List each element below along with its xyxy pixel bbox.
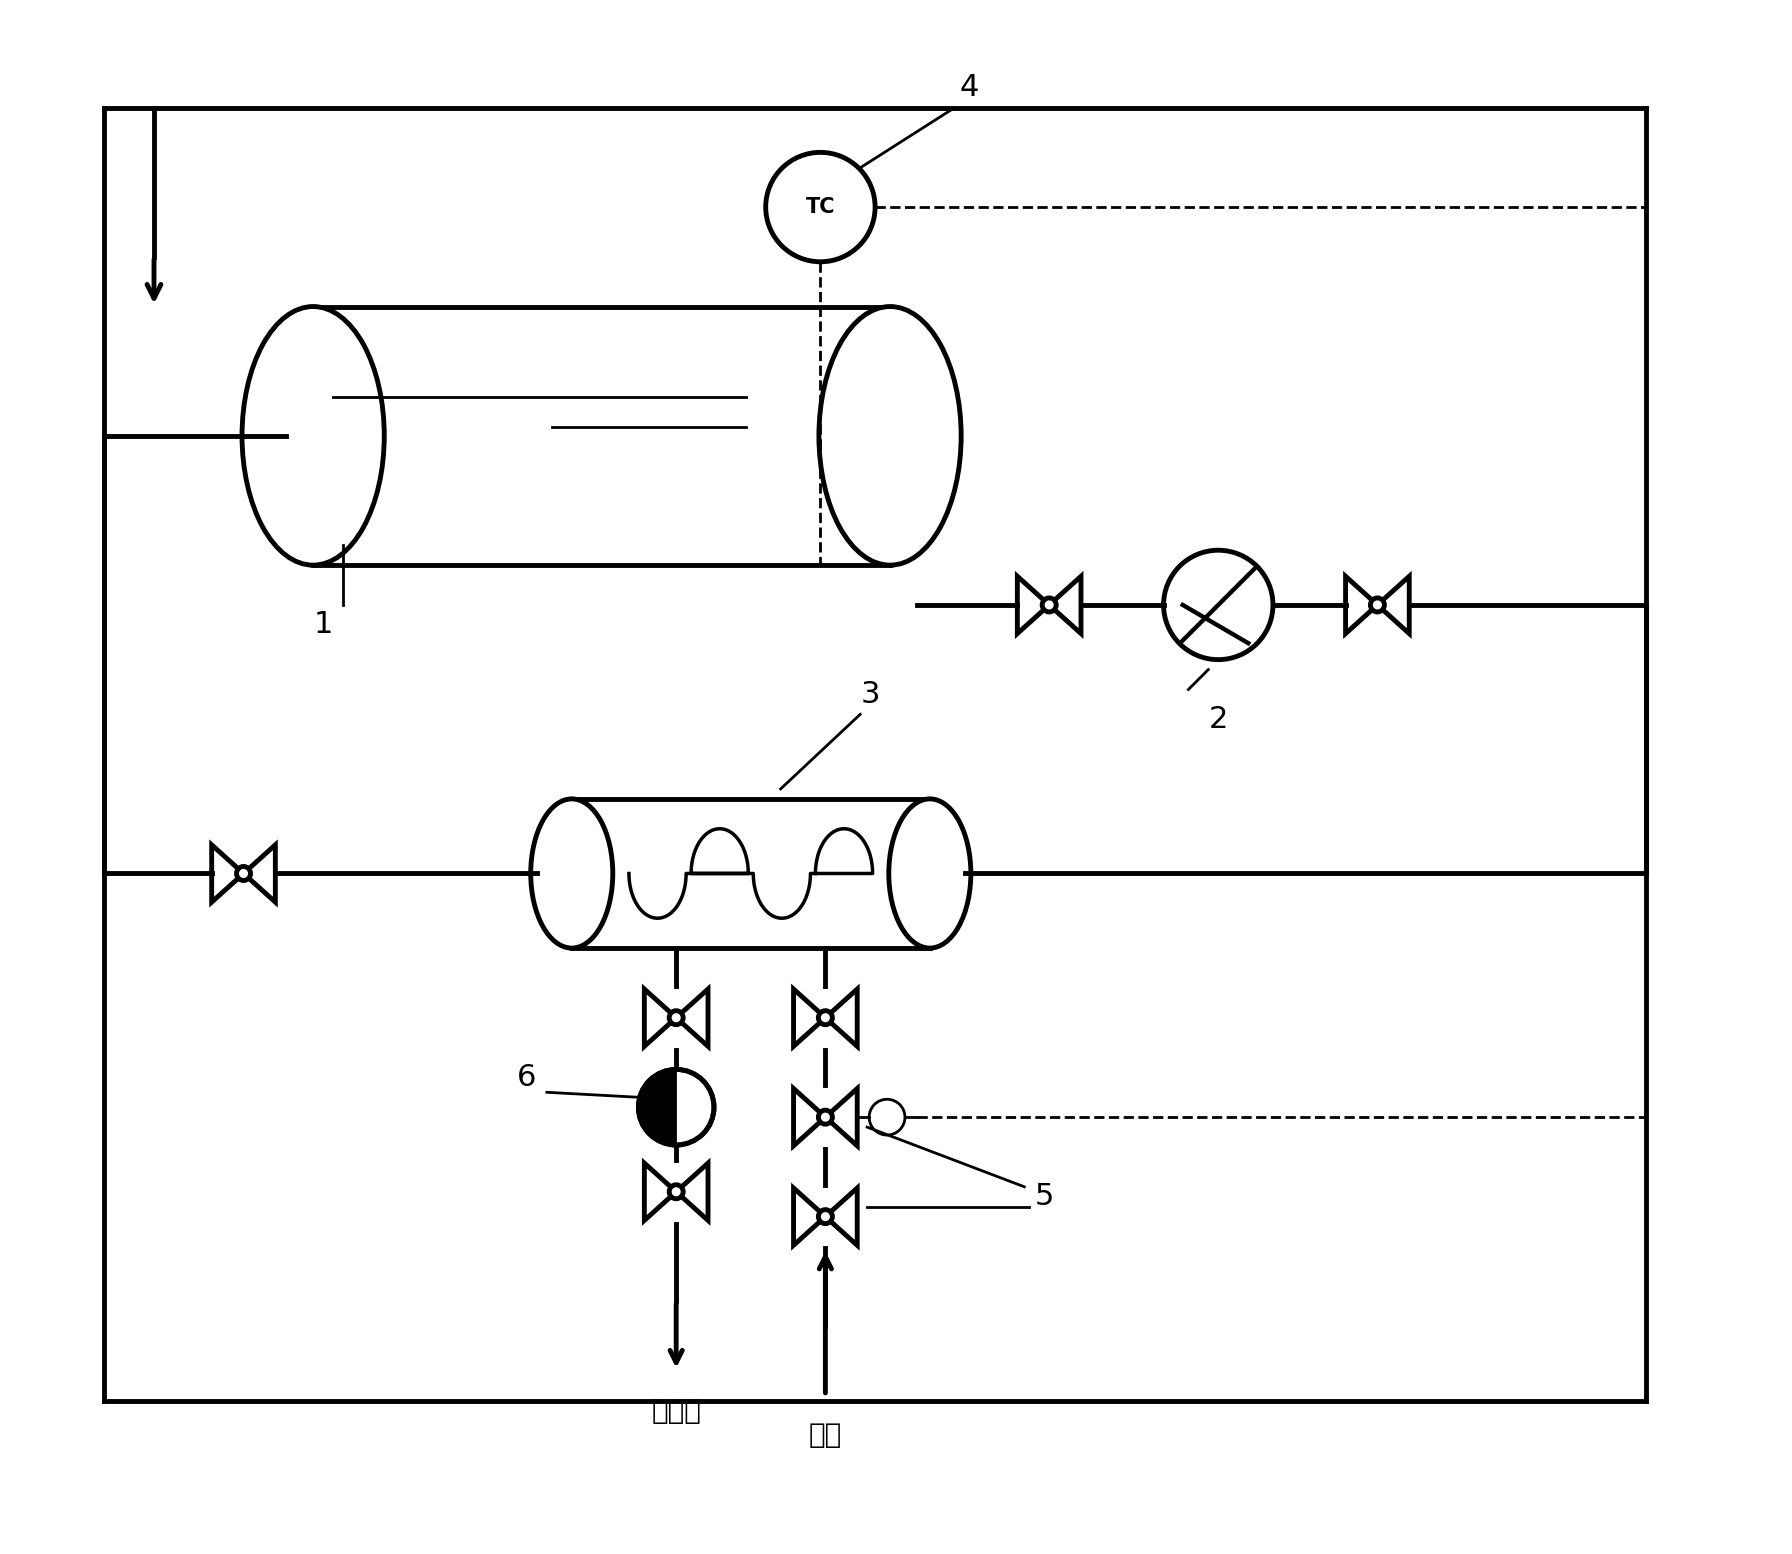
Polygon shape [211,845,244,903]
Text: 冷凝水: 冷凝水 [650,1397,701,1425]
Bar [572,799,930,948]
Circle shape [1371,598,1385,612]
Polygon shape [645,1162,676,1220]
Polygon shape [676,1162,708,1220]
Polygon shape [826,1187,857,1245]
Polygon shape [645,988,676,1046]
Circle shape [1043,598,1055,612]
Text: 3: 3 [860,681,880,709]
Ellipse shape [819,306,961,566]
Circle shape [668,1184,683,1198]
Text: 1: 1 [314,611,333,639]
Bar [314,306,891,566]
Circle shape [237,867,251,881]
Ellipse shape [889,799,971,948]
Polygon shape [826,988,857,1046]
Circle shape [668,1010,683,1024]
Polygon shape [1346,577,1378,634]
Circle shape [869,1099,905,1134]
Text: 6: 6 [518,1063,536,1092]
Polygon shape [1048,577,1081,634]
Circle shape [819,1209,831,1223]
Ellipse shape [242,306,383,566]
Circle shape [819,1110,831,1124]
Circle shape [765,152,874,261]
Text: 蔭汽: 蔭汽 [808,1422,842,1450]
Text: 4: 4 [961,73,978,103]
Polygon shape [794,1088,826,1145]
Polygon shape [638,1069,676,1145]
Circle shape [638,1069,713,1145]
Ellipse shape [530,799,613,948]
Text: 5: 5 [1034,1183,1054,1211]
Polygon shape [244,845,276,903]
Polygon shape [676,988,708,1046]
Polygon shape [1378,577,1409,634]
Polygon shape [794,1187,826,1245]
Text: TC: TC [806,197,835,218]
Polygon shape [1018,577,1048,634]
Circle shape [819,1010,831,1024]
Polygon shape [794,988,826,1046]
Text: 2: 2 [1208,706,1228,733]
Polygon shape [826,1088,857,1145]
Circle shape [1163,550,1272,659]
